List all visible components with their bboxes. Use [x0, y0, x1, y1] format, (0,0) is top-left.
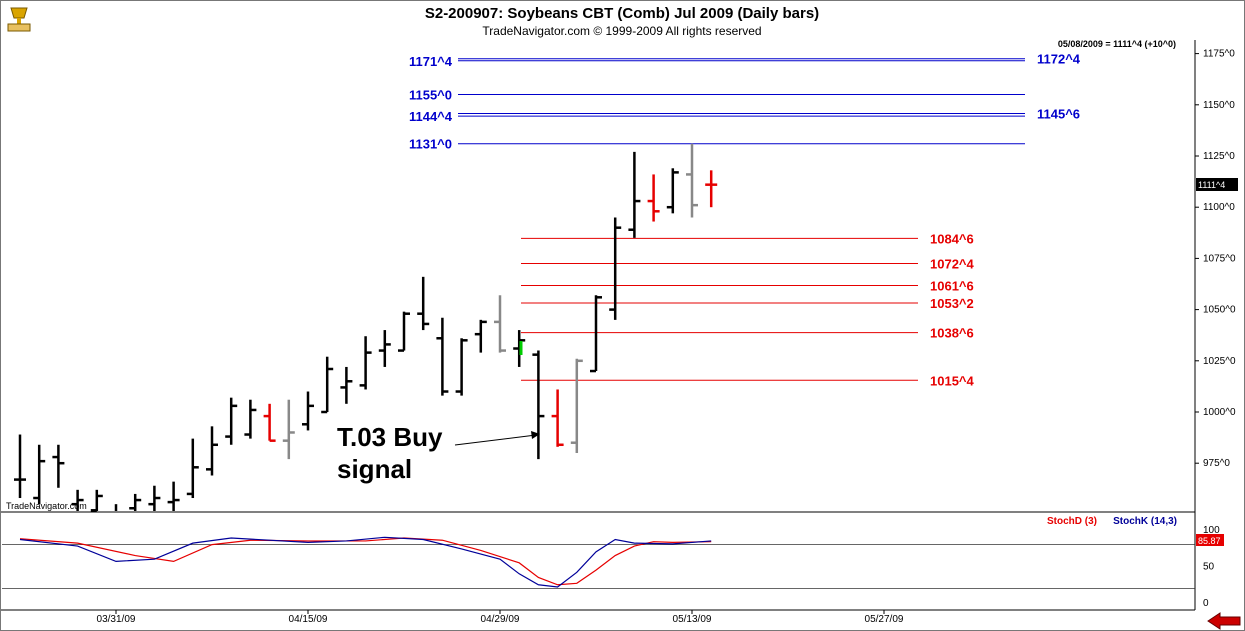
price-tick-label: 1100^0	[1203, 202, 1235, 213]
date-axis: 03/31/09 04/15/09 04/29/09 05/13/09 05/27/09	[97, 610, 904, 625]
current-price-tag	[1196, 178, 1238, 191]
price-tick-label: 1075^0	[1203, 253, 1236, 264]
level-label: 1015^4	[930, 373, 975, 388]
price-levels: 1172^4 1171^4 1155^0 1145^6 1144^4 1131^0 1084…	[409, 52, 1081, 389]
annotation-line2: signal	[337, 454, 412, 484]
trophy-stem	[17, 18, 21, 24]
chart-copyright: TradeNavigator.com © 1999-2009 All right…	[482, 24, 761, 38]
stoch-tick-label: 0	[1203, 598, 1209, 609]
left-arrow-icon	[1207, 612, 1241, 630]
price-tick-label: 1025^0	[1203, 356, 1236, 367]
chart-title: S2-200907: Soybeans CBT (Comb) Jul 2009 …	[425, 5, 819, 22]
legend-stoch-k: StochK (14,3)	[1113, 516, 1177, 527]
stoch-current-label: 85.87	[1198, 536, 1221, 546]
stoch-tick-label: 50	[1203, 562, 1215, 573]
price-tick-label: 1000^0	[1203, 407, 1236, 418]
date-tick-label: 03/31/09	[97, 614, 136, 625]
price-tick-label: 1150^0	[1203, 100, 1235, 111]
level-label: 1171^4	[409, 54, 453, 69]
annotation-arrow	[454, 431, 540, 446]
legend-stoch-d: StochD (3)	[1047, 516, 1097, 527]
level-label: 1144^4	[409, 109, 453, 124]
stoch-axis: 0 50 100	[2, 525, 1220, 609]
annotation-arrow-line	[454, 434, 537, 446]
date-tick-label: 04/29/09	[481, 614, 520, 625]
watermark: TradeNavigator.com	[6, 501, 87, 511]
stoch-lines	[19, 536, 712, 588]
date-tick-label: 04/15/09	[289, 614, 328, 625]
ohlc-bars	[14, 143, 718, 512]
level-label: 1131^0	[409, 137, 452, 152]
stoch-k-line	[19, 536, 712, 588]
level-label: 1072^4	[930, 257, 975, 272]
level-label: 1053^2	[930, 296, 974, 311]
header-logo	[7, 7, 31, 32]
price-tick-label: 1175^0	[1203, 49, 1235, 60]
last-value-info: 05/08/2009 = 1111^4 (+10^0)	[1058, 39, 1176, 49]
trophy-icon	[10, 7, 28, 19]
level-label: 1061^6	[930, 279, 974, 294]
price-tick-label: 1125^0	[1203, 151, 1235, 162]
price-tick-label: 1050^0	[1203, 305, 1236, 316]
current-price-label: 1111^4	[1198, 180, 1225, 190]
level-label: 1172^4	[1037, 52, 1081, 67]
stoch-current-tag	[1196, 534, 1224, 546]
annotation-arrow-head	[531, 431, 540, 439]
level-label: 1145^6	[1037, 107, 1080, 122]
price-tick-label: 975^0	[1203, 458, 1230, 469]
trophy-base	[7, 23, 31, 32]
stoch-tick-label: 100	[1203, 525, 1220, 536]
scroll-back-button[interactable]	[1207, 612, 1241, 630]
date-tick-label: 05/27/09	[865, 614, 904, 625]
date-tick-label: 05/13/09	[673, 614, 712, 625]
price-axis: 975^0 1000^0 1025^0 1050^0 1075^0 1100^0 1125^…	[1195, 49, 1236, 469]
annotation-line1: T.03 Buy	[337, 422, 443, 452]
stoch-d-line	[19, 537, 712, 586]
level-label: 1155^0	[409, 88, 452, 103]
level-label: 1084^6	[930, 231, 974, 246]
level-label: 1038^6	[930, 326, 974, 341]
